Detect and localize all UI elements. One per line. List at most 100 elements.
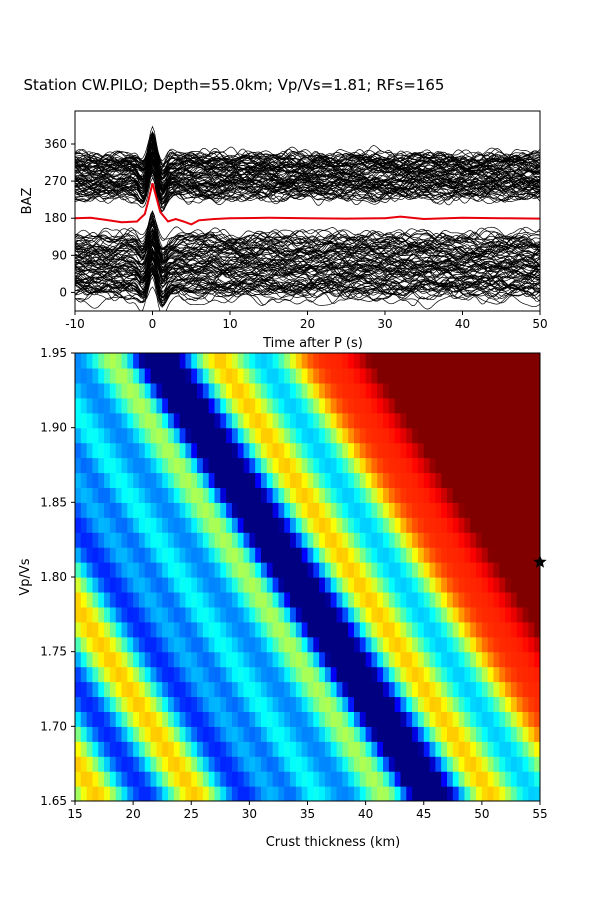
hk-cell: [516, 547, 524, 563]
hk-cell: [237, 502, 245, 518]
hk-cell: [179, 517, 187, 533]
hk-cell: [365, 651, 373, 668]
hk-cell: [417, 696, 425, 712]
rf-x-tick-label: 30: [377, 317, 392, 331]
hk-cell: [447, 517, 454, 533]
hk-cell: [534, 577, 540, 593]
hk-cell: [237, 636, 245, 653]
hk-cell: [220, 442, 227, 459]
hk-cell: [191, 666, 198, 683]
hk-cell: [162, 502, 169, 518]
rf-trace: [75, 233, 540, 277]
hk-cell: [435, 711, 442, 727]
hk-cell: [412, 457, 419, 474]
hk-cell: [80, 472, 88, 488]
hk-cell: [435, 442, 442, 459]
hk-cell: [394, 621, 402, 638]
hk-cell: [400, 696, 407, 712]
hk-cell: [284, 741, 291, 757]
hk-cell: [435, 547, 442, 563]
hk-cell: [98, 412, 105, 429]
hk-cell: [249, 427, 256, 444]
hk-cell: [86, 397, 94, 414]
hk-cell: [266, 786, 274, 801]
hk-cell: [75, 517, 82, 533]
hk-cell: [75, 502, 82, 518]
hk-cell: [336, 412, 343, 429]
hk-cell: [528, 591, 535, 608]
hk-cell: [197, 562, 204, 578]
hk-cell: [336, 427, 343, 444]
hk-cell: [394, 353, 402, 369]
hk-cell: [516, 756, 524, 772]
hk-cell: [435, 457, 442, 474]
hk-cell: [197, 353, 204, 369]
hk-cell: [261, 353, 268, 369]
hk-cell: [278, 666, 285, 683]
hk-cell: [400, 651, 407, 668]
hk-cell: [150, 472, 157, 488]
hk-cell: [284, 472, 291, 488]
hk-cell: [295, 636, 303, 653]
hk-cell: [75, 591, 82, 608]
hk-cell: [499, 472, 506, 488]
hk-cell: [92, 666, 99, 683]
hk-cell: [388, 741, 396, 757]
hk-cell: [342, 367, 349, 384]
hk-cell: [412, 606, 419, 623]
hk-cell: [319, 382, 326, 399]
hk-cell: [522, 353, 529, 369]
hk-cell: [423, 353, 431, 369]
hk-cell: [98, 711, 105, 727]
hk-cell: [272, 547, 280, 563]
hk-cell: [255, 771, 262, 787]
hk-cell: [185, 756, 192, 772]
hk-cell: [406, 696, 413, 712]
hk-cell: [231, 636, 239, 653]
hk-cell: [92, 412, 99, 429]
hk-cell: [92, 353, 99, 369]
hk-cell: [522, 651, 529, 668]
hk-cell: [226, 517, 233, 533]
hk-cell: [179, 711, 187, 727]
hk-cell: [173, 681, 181, 698]
hk-cell: [505, 487, 512, 503]
hk-cell: [191, 621, 198, 638]
hk-cell: [377, 621, 384, 638]
hk-cell: [272, 472, 280, 488]
hk-cell: [441, 577, 448, 593]
hk-cell: [237, 771, 245, 787]
hk-cell: [301, 472, 309, 488]
hk-cell: [377, 502, 384, 518]
hk-cell: [528, 427, 535, 444]
hk-cell: [423, 382, 431, 399]
hk-cell: [127, 696, 134, 712]
hk-cell: [441, 502, 448, 518]
hk-cell: [144, 532, 152, 548]
hk-cell: [505, 696, 512, 712]
hk-cell: [464, 606, 471, 623]
hk-cell: [290, 636, 297, 653]
hk-cell: [86, 786, 94, 801]
hk-cell: [301, 666, 309, 683]
hk-cell: [301, 786, 309, 801]
rf-trace: [75, 268, 540, 311]
hk-cell: [249, 756, 256, 772]
hk-cell: [499, 353, 506, 369]
hk-cell: [168, 412, 175, 429]
hk-cell: [75, 427, 82, 444]
hk-cell: [458, 621, 466, 638]
rf-trace: [75, 138, 540, 176]
hk-cell: [423, 532, 431, 548]
hk-cell: [173, 621, 181, 638]
hk-cell: [441, 666, 448, 683]
hk-cell: [109, 741, 117, 757]
hk-cell: [324, 651, 332, 668]
hk-cell: [226, 367, 233, 384]
hk-cell: [388, 606, 396, 623]
hk-cell: [202, 756, 210, 772]
hk-cell: [138, 517, 146, 533]
hk-cell: [359, 442, 367, 459]
hk-cell: [452, 562, 460, 578]
hk-cell: [388, 577, 396, 593]
